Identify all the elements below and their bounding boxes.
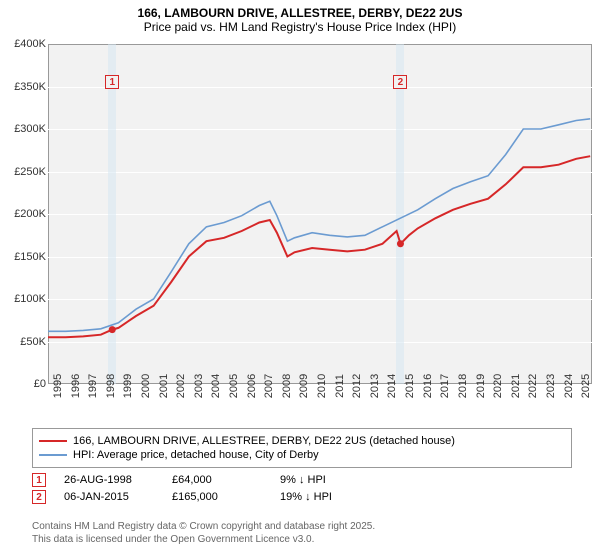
y-tick-label: £50K [20, 336, 46, 348]
sales-table: 1 26-AUG-1998 £64,000 9% ↓ HPI 2 06-JAN-2015 £… [32, 470, 370, 507]
chart-marker-1: 1 [105, 75, 119, 89]
x-tick-label: 1996 [70, 374, 82, 398]
title-line-1: 166, LAMBOURN DRIVE, ALLESTREE, DERBY, D… [0, 6, 600, 20]
sale-date: 26-AUG-1998 [64, 474, 154, 486]
sale-date: 06-JAN-2015 [64, 491, 154, 503]
x-tick-label: 2024 [563, 374, 575, 398]
attribution-line-1: Contains HM Land Registry data © Crown c… [32, 520, 375, 533]
y-tick-label: £0 [34, 378, 46, 390]
sale-dot [397, 240, 404, 247]
legend-label: HPI: Average price, detached house, City… [73, 449, 319, 461]
legend-swatch [39, 440, 67, 442]
x-tick-label: 2010 [316, 374, 328, 398]
x-tick-label: 2021 [510, 374, 522, 398]
x-tick-label: 2011 [334, 374, 346, 398]
x-tick-label: 2015 [404, 374, 416, 398]
attribution-text: Contains HM Land Registry data © Crown c… [32, 520, 375, 546]
y-tick-label: £300K [14, 123, 46, 135]
sale-price: £64,000 [172, 474, 262, 486]
x-tick-label: 2009 [298, 374, 310, 398]
x-tick-label: 2008 [281, 374, 293, 398]
sale-delta: 9% ↓ HPI [280, 474, 370, 486]
sale-row: 2 06-JAN-2015 £165,000 19% ↓ HPI [32, 490, 370, 504]
x-tick-label: 1998 [105, 374, 117, 398]
x-tick-label: 2017 [439, 374, 451, 398]
legend: 166, LAMBOURN DRIVE, ALLESTREE, DERBY, D… [32, 428, 572, 468]
x-tick-label: 2000 [140, 374, 152, 398]
x-tick-label: 2013 [369, 374, 381, 398]
x-tick-label: 2022 [527, 374, 539, 398]
x-tick-label: 2019 [475, 374, 487, 398]
sale-row: 1 26-AUG-1998 £64,000 9% ↓ HPI [32, 473, 370, 487]
legend-label: 166, LAMBOURN DRIVE, ALLESTREE, DERBY, D… [73, 435, 455, 447]
sale-price: £165,000 [172, 491, 262, 503]
line-series-svg [48, 44, 592, 384]
x-tick-label: 2005 [228, 374, 240, 398]
attribution-line-2: This data is licensed under the Open Gov… [32, 533, 375, 546]
x-tick-label: 2012 [351, 374, 363, 398]
x-tick-label: 2003 [193, 374, 205, 398]
x-tick-label: 2016 [422, 374, 434, 398]
sale-dot [109, 326, 116, 333]
x-tick-label: 2004 [210, 374, 222, 398]
sale-marker-box: 2 [32, 490, 46, 504]
x-tick-label: 2007 [263, 374, 275, 398]
legend-swatch [39, 454, 67, 456]
x-tick-label: 2025 [580, 374, 592, 398]
x-tick-label: 2018 [457, 374, 469, 398]
series-price_paid [48, 156, 590, 337]
sale-marker-box: 1 [32, 473, 46, 487]
x-tick-label: 1997 [87, 374, 99, 398]
chart-plot-area: 12 [48, 44, 592, 384]
x-tick-label: 2014 [386, 374, 398, 398]
sale-delta: 19% ↓ HPI [280, 491, 370, 503]
y-tick-label: £200K [14, 208, 46, 220]
y-tick-label: £400K [14, 38, 46, 50]
x-tick-label: 2020 [492, 374, 504, 398]
x-tick-label: 2023 [545, 374, 557, 398]
y-tick-label: £100K [14, 293, 46, 305]
y-tick-label: £350K [14, 81, 46, 93]
legend-row: 166, LAMBOURN DRIVE, ALLESTREE, DERBY, D… [39, 435, 565, 447]
title-line-2: Price paid vs. HM Land Registry's House … [0, 20, 600, 34]
x-tick-label: 2001 [158, 374, 170, 398]
series-hpi [48, 119, 590, 331]
x-tick-label: 2006 [246, 374, 258, 398]
y-tick-label: £150K [14, 251, 46, 263]
x-tick-label: 2002 [175, 374, 187, 398]
x-tick-label: 1995 [52, 374, 64, 398]
y-tick-label: £250K [14, 166, 46, 178]
chart-marker-2: 2 [393, 75, 407, 89]
x-tick-label: 1999 [122, 374, 134, 398]
chart-title: 166, LAMBOURN DRIVE, ALLESTREE, DERBY, D… [0, 0, 600, 36]
legend-row: HPI: Average price, detached house, City… [39, 449, 565, 461]
